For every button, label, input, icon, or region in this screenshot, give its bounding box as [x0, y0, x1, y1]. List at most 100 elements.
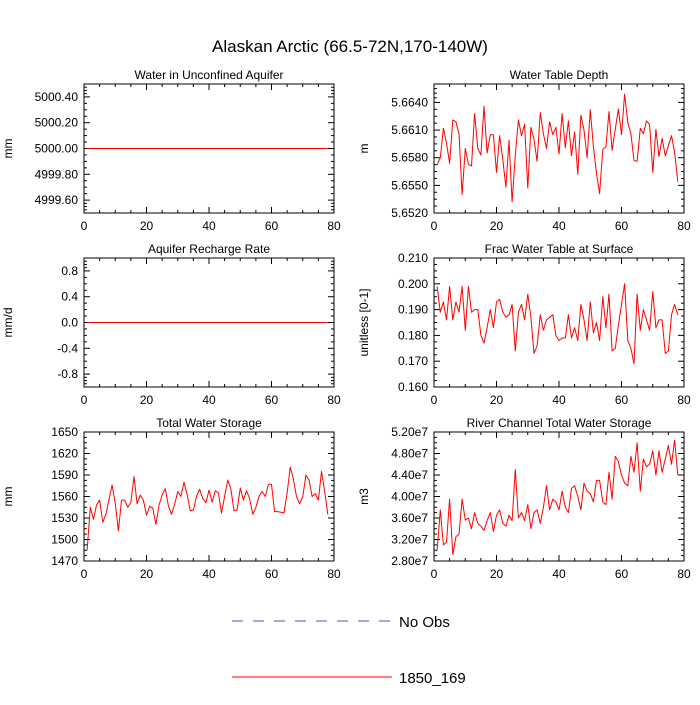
legend: No Obs 1850_169 — [232, 614, 466, 687]
y-tick-label: 1470 — [51, 554, 78, 568]
y-axis-label: mm — [1, 487, 15, 507]
y-tick-label: 5.6580 — [391, 151, 428, 165]
y-tick-label: 0.200 — [398, 277, 428, 291]
y-axis-label: m — [357, 144, 371, 154]
x-tick-label: 20 — [490, 567, 504, 581]
x-tick-label: 40 — [202, 219, 216, 233]
y-tick-label: 3.60e7 — [391, 511, 428, 525]
series-line-1850_169 — [436, 439, 679, 555]
panel-title: Total Water Storage — [156, 416, 262, 430]
plot-frame — [433, 431, 685, 562]
y-tick-label: 5.6610 — [391, 123, 428, 137]
y-tick-label: 0.8 — [61, 264, 78, 278]
y-tick-label: 5.20e7 — [391, 425, 428, 439]
chart-panel-4: Frac Water Table at Surface unitless [0-1… — [357, 242, 691, 407]
x-tick-label: 60 — [615, 393, 629, 407]
y-tick-label: 4.00e7 — [391, 490, 428, 504]
x-tick-label: 20 — [140, 393, 154, 407]
plot-frame — [433, 83, 685, 214]
y-tick-label: 0.210 — [398, 251, 428, 265]
y-tick-label: 1620 — [51, 447, 78, 461]
y-tick-label: 5.6520 — [391, 206, 428, 220]
panel-title: Water Table Depth — [510, 68, 609, 82]
chart-panel-2: Water Table Depth m 0 20 40 60 80 5.6520 5.6550 5… — [357, 68, 691, 233]
panel-title: Water in Unconfined Aquifer — [135, 68, 284, 82]
y-tick-label: 0.0 — [61, 316, 78, 330]
y-tick-label: -0.4 — [57, 341, 78, 355]
x-tick-label: 40 — [202, 567, 216, 581]
y-tick-label: 0.160 — [398, 380, 428, 394]
y-tick-label: 1500 — [51, 533, 78, 547]
x-tick-label: 40 — [552, 219, 566, 233]
x-tick-label: 0 — [81, 567, 88, 581]
x-tick-label: 80 — [327, 567, 341, 581]
y-tick-label: 3.20e7 — [391, 533, 428, 547]
x-tick-label: 20 — [140, 219, 154, 233]
x-tick-label: 0 — [431, 567, 438, 581]
chart-panel-1: Water in Unconfined Aquifer mm 0 20 40 60 80 49… — [1, 68, 341, 233]
panel-title: River Channel Total Water Storage — [467, 416, 652, 430]
x-tick-label: 80 — [677, 567, 691, 581]
x-tick-label: 20 — [140, 567, 154, 581]
legend-label-no-obs: No Obs — [399, 614, 450, 631]
x-tick-label: 40 — [552, 567, 566, 581]
y-tick-label: 0.180 — [398, 328, 428, 342]
x-tick-label: 40 — [552, 393, 566, 407]
plot-frame — [83, 257, 335, 388]
y-axis-label: m3 — [357, 488, 371, 505]
x-tick-label: 20 — [490, 219, 504, 233]
y-tick-label: 0.170 — [398, 354, 428, 368]
x-tick-label: 20 — [490, 393, 504, 407]
y-tick-label: 4.80e7 — [391, 447, 428, 461]
x-tick-label: 60 — [615, 567, 629, 581]
y-tick-label: -0.8 — [57, 367, 78, 381]
x-tick-label: 0 — [81, 393, 88, 407]
x-tick-label: 0 — [431, 219, 438, 233]
y-axis-label: unitless [0-1] — [357, 288, 371, 356]
chart-panel-5: Total Water Storage mm 0 20 40 60 80 1470 1500 15… — [1, 416, 341, 581]
y-tick-label: 4.40e7 — [391, 468, 428, 482]
x-tick-label: 0 — [431, 393, 438, 407]
y-tick-label: 5.6550 — [391, 178, 428, 192]
chart-panel-3: Aquifer Recharge Rate mm/d 0 20 40 60 80 -0.8 -0… — [1, 242, 341, 407]
y-tick-label: 1650 — [51, 425, 78, 439]
panel-grid: Water in Unconfined Aquifer mm 0 20 40 60 80 49… — [1, 68, 691, 581]
plot-frame — [433, 257, 685, 388]
legend-label-1850-169: 1850_169 — [399, 670, 466, 687]
chart-panel-6: River Channel Total Water Storage m3 0 20 40… — [357, 416, 691, 581]
series-line-1850_169 — [436, 93, 679, 203]
y-tick-label: 5000.20 — [35, 116, 79, 130]
series-line-1850_169 — [436, 283, 679, 365]
panel-title: Aquifer Recharge Rate — [148, 242, 270, 256]
x-tick-label: 0 — [81, 219, 88, 233]
x-tick-label: 80 — [327, 219, 341, 233]
y-tick-label: 1530 — [51, 511, 78, 525]
x-tick-label: 60 — [265, 567, 279, 581]
y-tick-label: 5000.40 — [35, 90, 79, 104]
y-axis-label: mm — [1, 139, 15, 159]
y-tick-label: 2.80e7 — [391, 554, 428, 568]
x-tick-label: 60 — [265, 393, 279, 407]
x-tick-label: 60 — [265, 219, 279, 233]
panel-title: Frac Water Table at Surface — [485, 242, 634, 256]
y-tick-label: 0.190 — [398, 303, 428, 317]
y-tick-label: 5000.00 — [35, 142, 79, 156]
y-tick-label: 1560 — [51, 490, 78, 504]
x-tick-label: 60 — [615, 219, 629, 233]
y-tick-label: 5.6640 — [391, 95, 428, 109]
y-tick-label: 1590 — [51, 468, 78, 482]
x-tick-label: 80 — [677, 219, 691, 233]
y-tick-label: 4999.80 — [35, 167, 79, 181]
figure-title: Alaskan Arctic (66.5-72N,170-140W) — [212, 37, 488, 56]
x-tick-label: 40 — [202, 393, 216, 407]
x-tick-label: 80 — [327, 393, 341, 407]
plot-frame — [83, 83, 335, 214]
y-tick-label: 4999.60 — [35, 193, 79, 207]
y-tick-label: 0.4 — [61, 290, 78, 304]
plot-frame — [83, 431, 335, 562]
x-tick-label: 80 — [677, 393, 691, 407]
y-axis-label: mm/d — [1, 308, 15, 338]
series-line-1850_169 — [86, 466, 329, 551]
